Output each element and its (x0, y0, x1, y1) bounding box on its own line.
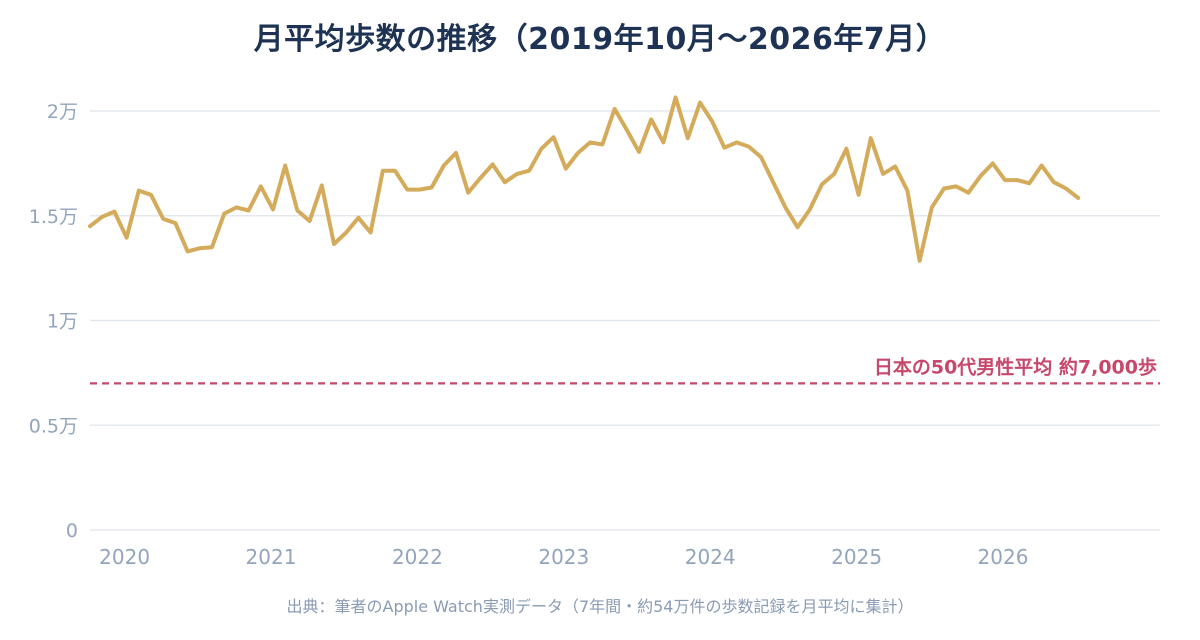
reference-line-label: 日本の50代男性平均 約7,000歩 (874, 355, 1157, 378)
x-axis-ticks: 2020 2021 2022 2023 2024 2025 2026 (99, 545, 1028, 569)
x-tick-label: 2023 (538, 545, 589, 569)
x-tick-label: 2022 (392, 545, 443, 569)
x-tick-label: 2025 (831, 545, 882, 569)
y-tick-label: 0 (66, 520, 78, 542)
gridlines (90, 110, 1160, 531)
x-tick-label: 2020 (99, 545, 150, 569)
y-tick-label: 0.5万 (29, 415, 78, 437)
x-tick-label: 2021 (246, 545, 297, 569)
reference-line-group: 日本の50代男性平均 約7,000歩 (90, 355, 1160, 385)
x-tick-label: 2026 (978, 545, 1029, 569)
y-tick-label: 2万 (47, 101, 78, 123)
chart-title: 月平均歩数の推移（2019年10月〜2026年7月） (253, 22, 947, 57)
y-tick-label: 1.5万 (29, 206, 78, 228)
series-line-0 (88, 95, 1081, 263)
x-tick-label: 2024 (685, 545, 736, 569)
source-caption: 出典：筆者のApple Watch実測データ（7年間・約54万件の歩数記録を月平… (286, 597, 914, 616)
y-tick-label: 1万 (47, 311, 78, 333)
y-axis-ticks: 0 0.5万 1万 1.5万 2万 (29, 101, 78, 542)
series-group (88, 95, 1081, 263)
